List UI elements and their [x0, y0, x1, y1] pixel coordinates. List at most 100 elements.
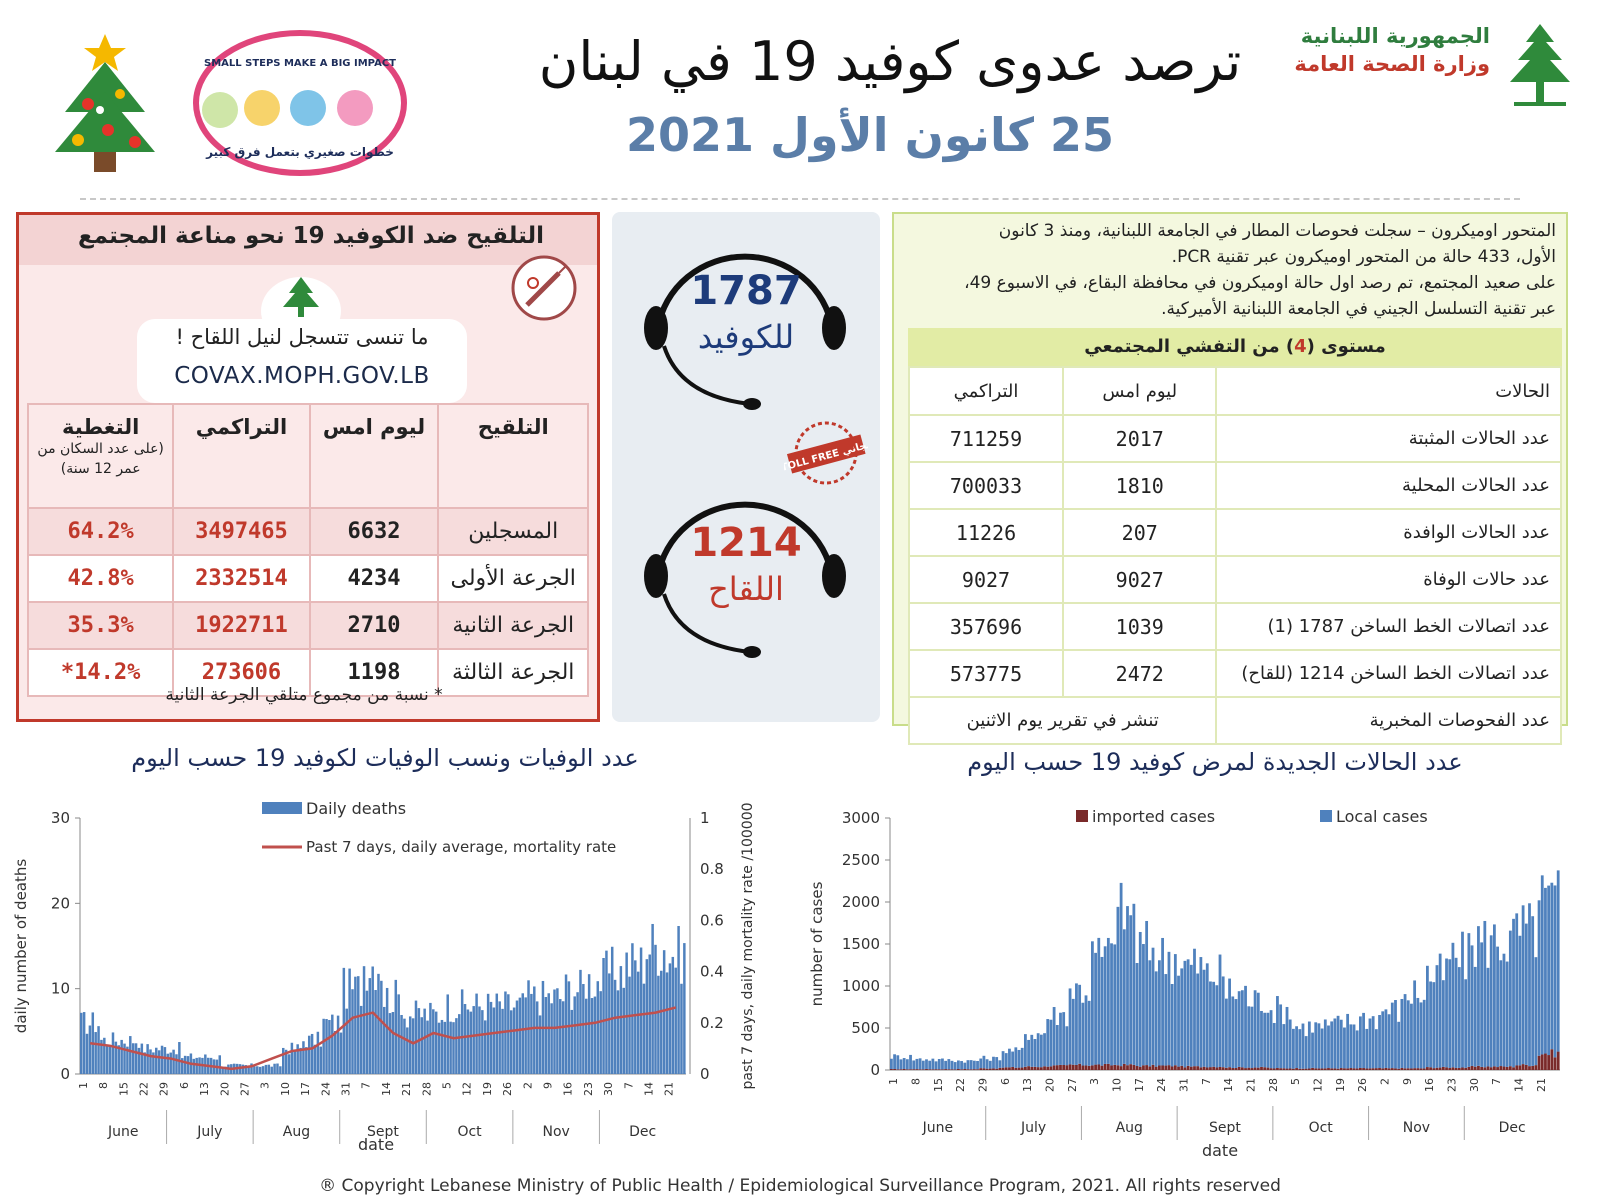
bar	[1457, 1067, 1461, 1070]
bar	[561, 1001, 565, 1074]
month-label: June	[107, 1124, 139, 1140]
bar	[1039, 1034, 1043, 1068]
bar	[351, 989, 354, 1074]
bar	[1410, 1068, 1413, 1070]
bar	[406, 1027, 409, 1074]
x-tick-label: 2	[521, 1082, 534, 1089]
x-tick-label: 5	[440, 1082, 453, 1089]
col-coverage: التغطية (على عدد السكان من عمر 12 سنة)	[26, 403, 175, 509]
bar	[1177, 1066, 1180, 1070]
x-tick-label: 5	[1289, 1078, 1302, 1085]
x-tick-label: 28	[1267, 1078, 1280, 1092]
bar	[111, 1032, 115, 1074]
vaccine-hotline-number[interactable]: 1214	[690, 520, 802, 566]
bar	[1496, 946, 1499, 1068]
x-tick-label: 6	[999, 1078, 1012, 1085]
bar	[963, 1062, 967, 1070]
outbreak-level: مستوى (4) من التفشي المجتمعي	[908, 328, 1562, 366]
bar	[1126, 1065, 1129, 1070]
bar	[469, 1011, 473, 1074]
bar	[1531, 916, 1535, 1066]
bar	[507, 994, 510, 1074]
bar	[582, 984, 585, 1074]
bar	[1004, 1067, 1008, 1070]
bar	[1094, 1064, 1097, 1070]
bar	[918, 1069, 922, 1070]
bar	[1151, 1064, 1155, 1070]
bar	[1253, 1067, 1257, 1070]
row-yesterday: 2472	[1062, 649, 1218, 698]
bar	[538, 1015, 542, 1074]
bar	[1352, 1068, 1356, 1070]
bar	[377, 973, 380, 1074]
bar	[1534, 1065, 1538, 1070]
bar	[1512, 918, 1515, 1068]
x-tick-label: 31	[339, 1082, 352, 1096]
bar	[380, 980, 383, 1074]
registration-link[interactable]: COVAX.MOPH.GOV.LB	[174, 363, 430, 389]
x-tick-label: 1	[77, 1082, 90, 1089]
table-row: عدد الحالات المحلية 1810 700033	[907, 461, 1562, 510]
bar	[267, 1064, 271, 1074]
vaccination-title: التلقيح ضد الكوفيد 19 نحو مناعة المجتمع	[77, 223, 545, 249]
bar	[88, 1025, 92, 1074]
y2-tick-label: 1	[700, 809, 710, 827]
bar	[336, 1015, 340, 1074]
cedar-logo-icon	[1494, 20, 1586, 110]
row-label: عدد اتصالات الخط الساخن 1787 (1)	[1215, 602, 1562, 651]
bar	[244, 1065, 247, 1074]
row-coverage: 35.3%	[26, 601, 175, 650]
bar	[553, 989, 556, 1074]
bar	[1467, 933, 1471, 1067]
x-tick-label: 6	[178, 1082, 191, 1089]
bar	[1212, 981, 1216, 1067]
bar	[1116, 906, 1120, 1066]
level-suffix: ) من التفشي المجتمعي	[1084, 336, 1295, 357]
bar	[1228, 978, 1231, 1068]
y-tick-label: 2000	[842, 893, 880, 911]
y-tick-label: 2500	[842, 851, 880, 869]
table-row: عدد الحالات المثبتة 2017 711259	[907, 414, 1562, 463]
x-tick-label: 21	[400, 1082, 413, 1096]
col-vaccine: التلقيح	[437, 403, 589, 509]
x-tick-label: 7	[1200, 1078, 1213, 1085]
bar	[1145, 1065, 1149, 1070]
bar	[530, 993, 533, 1074]
row-cumulative: 273606	[172, 648, 311, 697]
bar	[1110, 943, 1113, 1066]
bar	[307, 1035, 311, 1074]
bar	[972, 1069, 976, 1070]
bar	[1052, 1065, 1056, 1070]
bar	[928, 1060, 932, 1070]
covid-hotline-number[interactable]: 1787	[690, 268, 802, 314]
col-cumulative: التراكمي	[172, 403, 311, 509]
bar	[1435, 1067, 1439, 1070]
bar	[921, 1060, 925, 1070]
row-label: عدد حالات الوفاة	[1215, 555, 1562, 604]
bar	[123, 1043, 126, 1074]
bar	[293, 1049, 297, 1074]
bar	[1544, 1053, 1547, 1070]
bar	[365, 990, 369, 1074]
month-label: Aug	[283, 1124, 310, 1140]
bar	[1403, 1068, 1407, 1070]
col-yesterday: ليوم امس	[308, 403, 440, 509]
y2-tick-label: 0.8	[700, 860, 724, 878]
bar	[1132, 903, 1136, 1065]
bar	[628, 976, 631, 1074]
bar	[1276, 996, 1279, 1069]
row-label: عدد اتصالات الخط الساخن 1214 (للقاح)	[1215, 649, 1562, 698]
bar	[1333, 1068, 1337, 1070]
bar	[1094, 952, 1097, 1065]
bar	[325, 1019, 328, 1074]
bar	[1011, 1066, 1015, 1070]
bar	[1225, 1067, 1228, 1070]
row-yesterday: 207	[1062, 508, 1218, 557]
bar	[1279, 1004, 1283, 1069]
bar	[947, 1059, 951, 1070]
bar	[400, 1015, 403, 1074]
bar	[247, 1065, 250, 1074]
bar	[1352, 1024, 1356, 1069]
bar	[1406, 1068, 1410, 1070]
ministry-name: وزارة الصحة العامة	[1294, 52, 1490, 76]
